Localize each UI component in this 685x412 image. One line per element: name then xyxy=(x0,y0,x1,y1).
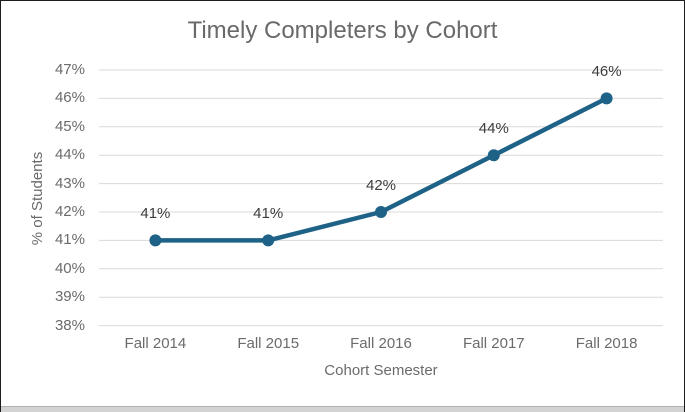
data-point-marker xyxy=(375,206,387,218)
y-tick-label: 38% xyxy=(54,316,85,334)
x-tick-label: Fall 2017 xyxy=(462,335,525,352)
data-point-marker xyxy=(262,234,275,247)
y-tick-label: 42% xyxy=(54,203,85,220)
y-tick-label: 43% xyxy=(54,174,85,192)
y-tick-label: 45% xyxy=(54,117,85,135)
data-point-label: 41% xyxy=(253,205,284,223)
y-tick-label: 47% xyxy=(54,61,85,78)
data-point-label: 44% xyxy=(478,120,509,138)
data-point-label: 42% xyxy=(365,177,397,194)
data-point-label: 41% xyxy=(140,205,171,223)
data-point-marker xyxy=(487,149,500,162)
window-bottom-edge xyxy=(1,406,684,412)
y-tick-label: 46% xyxy=(54,89,85,107)
series-line xyxy=(153,96,609,243)
y-tick-label: 40% xyxy=(54,259,85,277)
data-point-label: 46% xyxy=(591,63,622,81)
x-tick-label: Fall 2016 xyxy=(350,335,412,352)
data-point-marker xyxy=(149,234,162,247)
chart-title: Timely Completers by Cohort xyxy=(187,17,498,44)
x-tick-label: Fall 2015 xyxy=(237,335,300,352)
y-tick-label: 44% xyxy=(54,146,85,164)
x-tick-label: Fall 2014 xyxy=(124,335,187,352)
x-axis-title: Cohort Semester xyxy=(324,362,438,379)
y-tick-label: 41% xyxy=(54,231,85,249)
data-point-marker xyxy=(600,92,613,105)
y-tick-label: 39% xyxy=(54,288,85,306)
x-tick-label: Fall 2018 xyxy=(575,335,638,352)
